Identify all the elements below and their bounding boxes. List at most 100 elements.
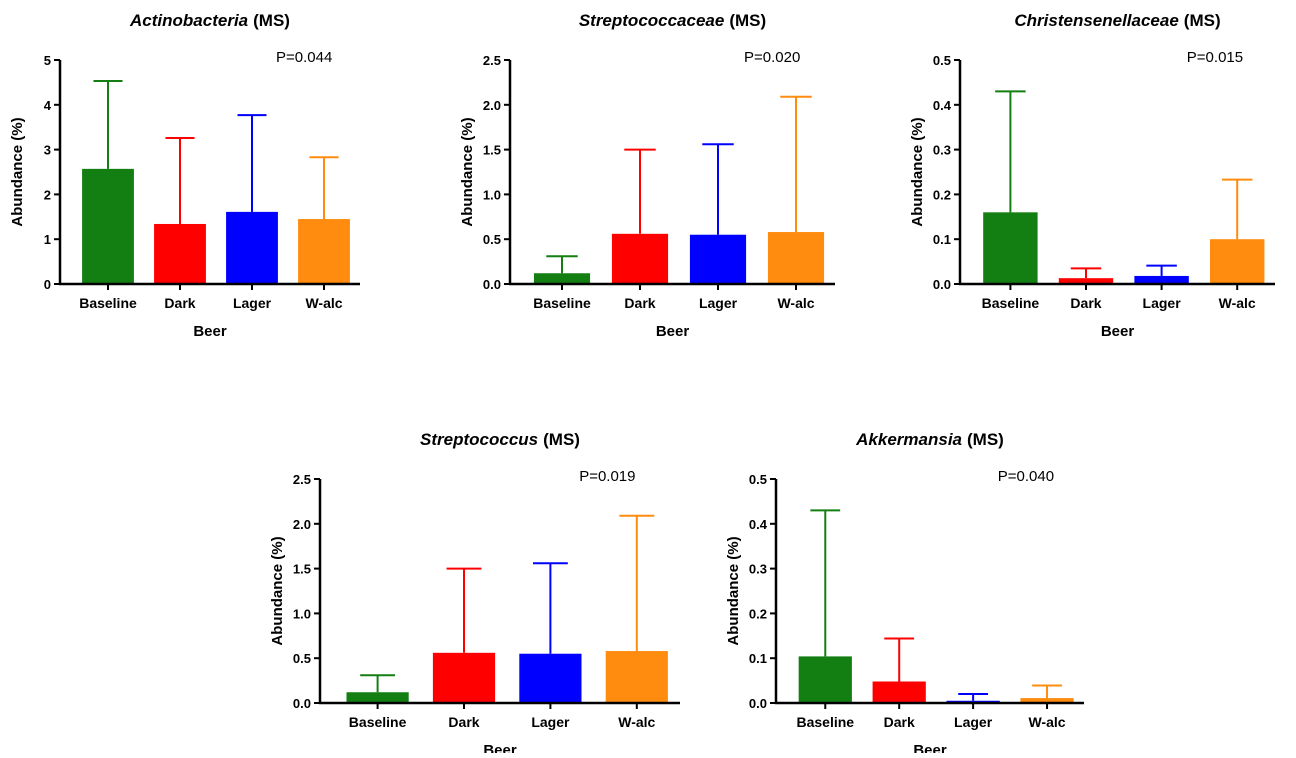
y-tick-label: 2 [44, 187, 51, 202]
y-tick-label: 0.5 [749, 472, 767, 487]
x-tick-label: W-alc [618, 714, 655, 730]
bar-baseline [798, 656, 852, 703]
bar-lager [1134, 275, 1189, 284]
bar-dark [1058, 278, 1114, 284]
chart-panel-christensenellaceae: Christensenellaceae (MS) P=0.015 Abundanc… [909, 11, 1275, 340]
p-value-label: P=0.040 [998, 468, 1054, 485]
x-tick-label: Baseline [982, 295, 1040, 311]
p-value-label: P=0.015 [1187, 49, 1243, 66]
bar-w-alc [1020, 698, 1074, 703]
chart-marks: 0.0 0.1 0.2 0.3 0.4 0.5 Baseline Dark Lager W-alc [749, 472, 1084, 730]
chart-marks: 0.0 0.5 1.0 1.5 2.0 2.5 Baseline Dark Lager W-alc [483, 53, 835, 311]
y-tick-label: 0.1 [933, 232, 951, 247]
x-tick-label: Dark [884, 714, 915, 730]
y-tick-label: 1.0 [293, 606, 311, 621]
y-tick-label: 0.5 [483, 232, 501, 247]
x-tick-label: Baseline [533, 295, 591, 311]
y-tick-label: 0.2 [749, 606, 767, 621]
bar-dark [872, 681, 926, 703]
y-axis-label: Abundance (%) [909, 117, 926, 226]
chart-marks: 0.0 0.1 0.2 0.3 0.4 0.5 Baseline Dark Lager W-alc [933, 53, 1275, 311]
y-axis-label: Abundance (%) [9, 117, 26, 226]
x-tick-label: Dark [624, 295, 655, 311]
bar-w-alc [767, 232, 825, 284]
chart-title: Streptococcaceae (MS) [579, 11, 766, 30]
x-tick-label: W-alc [305, 295, 342, 311]
x-tick-label: W-alc [1219, 295, 1256, 311]
chart-panel-actinobacteria: Actinobacteria (MS) P=0.044 Abundance (%)… [9, 11, 360, 340]
x-tick-label: Dark [448, 714, 479, 730]
bar-lager [519, 653, 582, 703]
y-tick-label: 0.0 [483, 277, 501, 292]
y-tick-label: 0.3 [749, 562, 767, 577]
y-tick-label: 0.0 [933, 277, 951, 292]
y-axis-label: Abundance (%) [725, 536, 742, 645]
bar-baseline [346, 692, 409, 703]
bar-dark [611, 233, 669, 284]
chart-marks: 0 1 2 3 4 5 Baseline Dark Lager W-alc [44, 53, 360, 311]
bar-dark [154, 223, 206, 284]
chart-title: Streptococcus (MS) [420, 430, 580, 449]
x-tick-label: Dark [1070, 295, 1101, 311]
p-value-label: P=0.044 [276, 49, 332, 66]
y-tick-label: 0.0 [293, 696, 311, 711]
y-tick-label: 0.5 [293, 651, 311, 666]
p-value-label: P=0.019 [579, 468, 635, 485]
y-tick-label: 0.5 [933, 53, 951, 68]
chart-marks: 0.0 0.5 1.0 1.5 2.0 2.5 Baseline Dark Lager W-alc [293, 472, 680, 730]
x-tick-label: Lager [233, 295, 272, 311]
bar-dark [432, 652, 496, 703]
x-tick-label: Dark [164, 295, 195, 311]
x-axis-label: Beer [483, 742, 517, 753]
y-tick-label: 2.5 [293, 472, 311, 487]
y-tick-label: 1.5 [483, 143, 501, 158]
x-tick-label: Lager [954, 714, 993, 730]
chart-panel-streptococcus: Streptococcus (MS) P=0.019 Abundance (%) … [269, 430, 680, 758]
y-tick-label: 0.3 [933, 143, 951, 158]
x-tick-label: W-alc [777, 295, 814, 311]
bar-w-alc [298, 219, 350, 284]
bar-baseline [533, 273, 591, 284]
y-tick-label: 0.0 [749, 696, 767, 711]
chart-title: Akkermansia (MS) [855, 430, 1004, 449]
y-tick-label: 1 [44, 232, 51, 247]
bar-baseline [983, 212, 1038, 284]
bar-lager [226, 211, 278, 284]
y-tick-label: 3 [44, 143, 51, 158]
x-tick-label: W-alc [1029, 714, 1066, 730]
y-tick-label: 2.0 [293, 517, 311, 532]
x-tick-label: Lager [1143, 295, 1182, 311]
y-tick-label: 0.4 [933, 98, 952, 113]
bar-w-alc [1209, 239, 1265, 284]
x-tick-label: Lager [531, 714, 570, 730]
y-tick-label: 5 [44, 53, 51, 68]
y-tick-label: 0.1 [749, 651, 767, 666]
y-tick-label: 0 [44, 277, 51, 292]
y-tick-label: 0.4 [749, 517, 768, 532]
x-tick-label: Baseline [796, 714, 854, 730]
x-tick-label: Baseline [79, 295, 137, 311]
y-tick-label: 2.5 [483, 53, 501, 68]
y-axis-label: Abundance (%) [459, 117, 476, 226]
x-tick-label: Baseline [349, 714, 407, 730]
y-tick-label: 2.0 [483, 98, 501, 113]
p-value-label: P=0.020 [744, 49, 800, 66]
x-axis-label: Beer [1101, 323, 1135, 340]
chart-title: Christensenellaceae (MS) [1014, 11, 1220, 30]
chart-panel-streptococcaceae: Streptococcaceae (MS) P=0.020 Abundance (… [459, 11, 835, 340]
x-tick-label: Lager [699, 295, 738, 311]
y-tick-label: 0.2 [933, 187, 951, 202]
bar-baseline [82, 168, 134, 284]
x-axis-label: Beer [913, 742, 947, 753]
chart-title: Actinobacteria (MS) [129, 11, 290, 30]
y-tick-label: 1.5 [293, 562, 311, 577]
y-tick-label: 4 [44, 98, 52, 113]
y-tick-label: 1.0 [483, 187, 501, 202]
x-axis-label: Beer [656, 323, 690, 340]
bar-w-alc [605, 651, 668, 703]
x-axis-label: Beer [193, 323, 227, 340]
bar-lager [689, 234, 747, 284]
chart-panel-akkermansia: Akkermansia (MS) P=0.040 Abundance (%) Be… [725, 430, 1084, 758]
y-axis-label: Abundance (%) [269, 536, 286, 645]
